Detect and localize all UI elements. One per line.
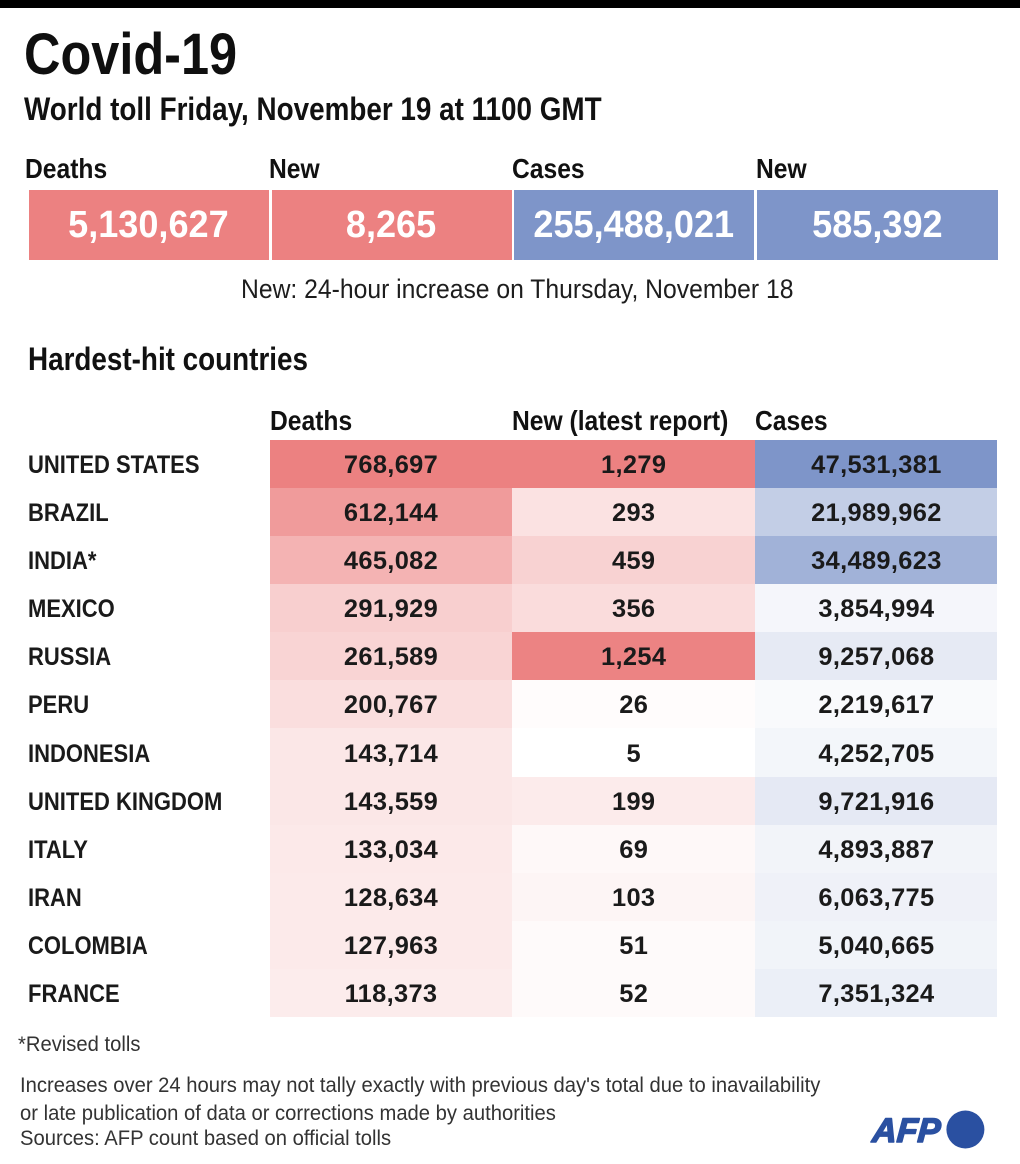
svg-text:AFP: AFP: [870, 1112, 942, 1150]
